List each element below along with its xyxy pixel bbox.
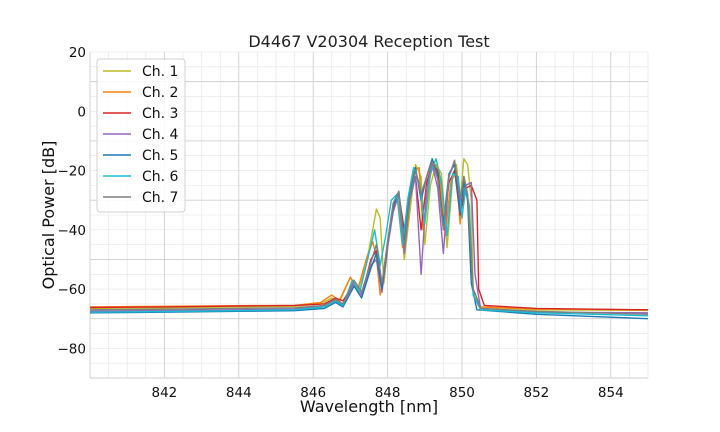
legend-entry-label: Ch. 2: [142, 85, 178, 101]
y-axis-label: Optical Power [dB]: [39, 141, 58, 290]
y-tick-label: 20: [69, 45, 86, 61]
x-tick-label: 852: [524, 385, 550, 401]
x-axis-ticks: 842 844 846 848 850 852 854: [152, 385, 624, 401]
legend-box: [96, 58, 186, 213]
x-tick-label: 850: [449, 385, 475, 401]
series-line-ch7: [89, 159, 649, 315]
y-tick-label: −20: [58, 164, 87, 180]
x-tick-label: 848: [375, 385, 401, 401]
legend: Ch. 1 Ch. 2 Ch. 3 Ch. 4 Ch. 5 Ch. 6 Ch. 7: [96, 58, 186, 213]
legend-entry-label: Ch. 5: [142, 148, 178, 164]
series-lines: [89, 158, 649, 320]
x-axis-label: Wavelength [nm]: [300, 397, 438, 416]
y-tick-label: −80: [58, 341, 87, 357]
legend-entry-label: Ch. 3: [142, 106, 178, 122]
legend-entry-label: Ch. 6: [142, 169, 179, 185]
legend-entry-label: Ch. 7: [142, 190, 178, 206]
y-tick-label: 0: [77, 104, 86, 120]
series-line-ch6: [89, 158, 649, 317]
x-tick-label: 854: [598, 385, 624, 401]
x-tick-label: 846: [300, 385, 326, 401]
y-tick-label: −40: [58, 223, 87, 239]
y-axis-ticks: −80 −60 −40 −20 0 20: [58, 45, 87, 357]
legend-entry-label: Ch. 4: [142, 127, 179, 143]
x-tick-label: 842: [152, 385, 178, 401]
legend-entry-label: Ch. 1: [142, 64, 178, 80]
minor-gridlines: [90, 51, 649, 378]
chart-title: D4467 V20304 Reception Test: [248, 32, 489, 51]
y-tick-label: −60: [58, 282, 87, 298]
x-tick-label: 844: [226, 385, 252, 401]
